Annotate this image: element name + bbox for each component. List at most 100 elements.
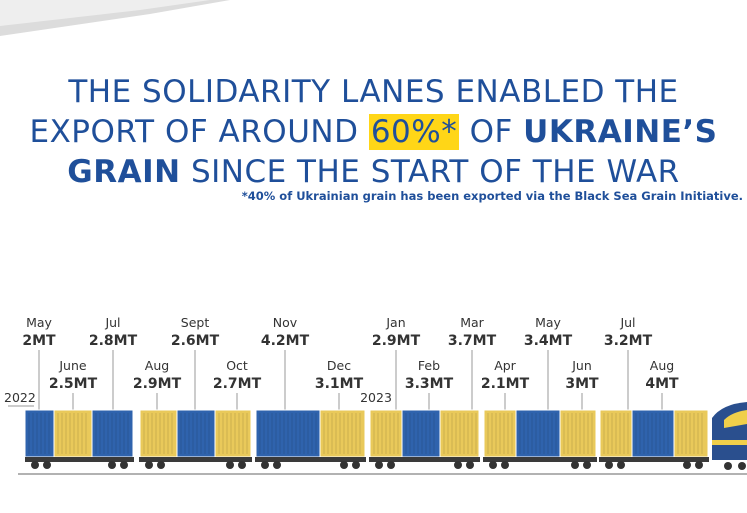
month-label: Aug	[145, 358, 169, 373]
value-label: 2.9MT	[133, 376, 182, 392]
month-label: Jul	[619, 315, 635, 330]
locomotive-wheel	[724, 462, 732, 470]
container	[515, 409, 561, 458]
wagon-wheel	[352, 461, 360, 469]
wagon-wheel	[43, 461, 51, 469]
container-body	[139, 409, 178, 458]
container-body	[369, 409, 403, 458]
year-marker: 2022	[4, 390, 36, 405]
container	[599, 409, 633, 458]
headline-text: THE SOLIDARITY LANES ENABLED THE	[68, 74, 679, 110]
month-label-group: Feb 3.3MT	[405, 358, 454, 410]
month-label-group: May 2MT	[22, 315, 56, 410]
value-label: 3.2MT	[604, 333, 653, 349]
wagon-wheel	[583, 461, 591, 469]
container	[369, 409, 403, 458]
highlight-60-percent: 60%*	[368, 114, 460, 150]
value-label: 2.9MT	[372, 333, 421, 349]
container	[319, 409, 366, 458]
wagon-wheel	[145, 461, 153, 469]
headline-line-1: THE SOLIDARITY LANES ENABLED THE	[0, 72, 747, 112]
month-label-group: Dec 3.1MT	[315, 358, 364, 410]
footnote: *40% of Ukrainian grain has been exporte…	[241, 189, 743, 203]
locomotive-stripe	[712, 440, 747, 445]
container	[214, 409, 252, 458]
month-label: Nov	[273, 315, 298, 330]
month-label-group: Nov 4.2MT	[261, 315, 310, 410]
value-label: 2.7MT	[213, 376, 262, 392]
container-body	[559, 409, 597, 458]
wagon-wheel	[571, 461, 579, 469]
wagon-wheel	[387, 461, 395, 469]
locomotive-wheel	[738, 462, 746, 470]
month-label: May	[26, 315, 52, 330]
wagon-platform	[25, 457, 134, 462]
wagon	[483, 457, 597, 469]
locomotive-body	[712, 402, 747, 460]
container-body	[673, 409, 709, 458]
wagon-platform	[139, 457, 252, 462]
wagon-wheel	[31, 461, 39, 469]
month-label: Feb	[418, 358, 440, 373]
value-label: 2.8MT	[89, 333, 138, 349]
locomotive-window	[724, 410, 747, 428]
month-label: Sept	[181, 315, 210, 330]
value-label: 2.6MT	[171, 333, 220, 349]
wagon-wheel	[695, 461, 703, 469]
wagon-platform	[255, 457, 366, 462]
value-label: 4.2MT	[261, 333, 310, 349]
wagon-wheel	[489, 461, 497, 469]
wagon-platform	[599, 457, 709, 462]
value-label: 2MT	[22, 333, 56, 349]
month-label: Apr	[494, 358, 516, 373]
month-label-group: Mar 3.7MT	[448, 315, 497, 410]
wagon-wheel	[273, 461, 281, 469]
month-label: Oct	[226, 358, 248, 373]
wagon-wheel	[226, 461, 234, 469]
container-body	[599, 409, 633, 458]
wagon	[139, 457, 252, 469]
month-label-group: Apr 2.1MT	[481, 358, 530, 410]
wagon	[25, 457, 134, 469]
headline-text: EXPORT OF AROUND	[29, 114, 369, 150]
container-body	[515, 409, 561, 458]
year-marker: 2023	[360, 390, 392, 405]
month-label: Jun	[571, 358, 592, 373]
container	[139, 409, 178, 458]
container	[631, 409, 675, 458]
wagon-wheel	[617, 461, 625, 469]
container-body	[24, 409, 55, 458]
container	[91, 409, 134, 458]
wagon-wheel	[157, 461, 165, 469]
value-label: 3.7MT	[448, 333, 497, 349]
value-label: 3.1MT	[315, 376, 364, 392]
wagon-wheel	[108, 461, 116, 469]
month-label: Jul	[104, 315, 120, 330]
container	[673, 409, 709, 458]
wagon-wheel	[120, 461, 128, 469]
container	[483, 409, 517, 458]
wagon-platform	[483, 457, 597, 462]
container-body	[319, 409, 366, 458]
month-label-group: June 2.5MT	[49, 358, 98, 410]
headline: THE SOLIDARITY LANES ENABLED THE EXPORT …	[0, 72, 747, 192]
wagon-platform	[369, 457, 480, 462]
container	[255, 409, 321, 458]
headline-text: SINCE THE START OF THE WAR	[180, 154, 680, 190]
month-label-group: Jan 2.9MT	[372, 315, 421, 410]
container	[559, 409, 597, 458]
wagon-wheel	[238, 461, 246, 469]
value-label: 2.5MT	[49, 376, 98, 392]
month-label: Jan	[385, 315, 405, 330]
month-label: June	[58, 358, 87, 373]
value-label: 3.3MT	[405, 376, 454, 392]
month-label-group: Jul 2.8MT	[89, 315, 138, 410]
headline-line-2: EXPORT OF AROUND 60%* OF UKRAINE’S	[0, 112, 747, 152]
value-label: 3MT	[565, 376, 599, 392]
wagon-wheel	[466, 461, 474, 469]
wagon-wheel	[454, 461, 462, 469]
wagon-wheel	[340, 461, 348, 469]
month-label-group: Aug 4MT	[645, 358, 679, 410]
wagon-wheel	[605, 461, 613, 469]
